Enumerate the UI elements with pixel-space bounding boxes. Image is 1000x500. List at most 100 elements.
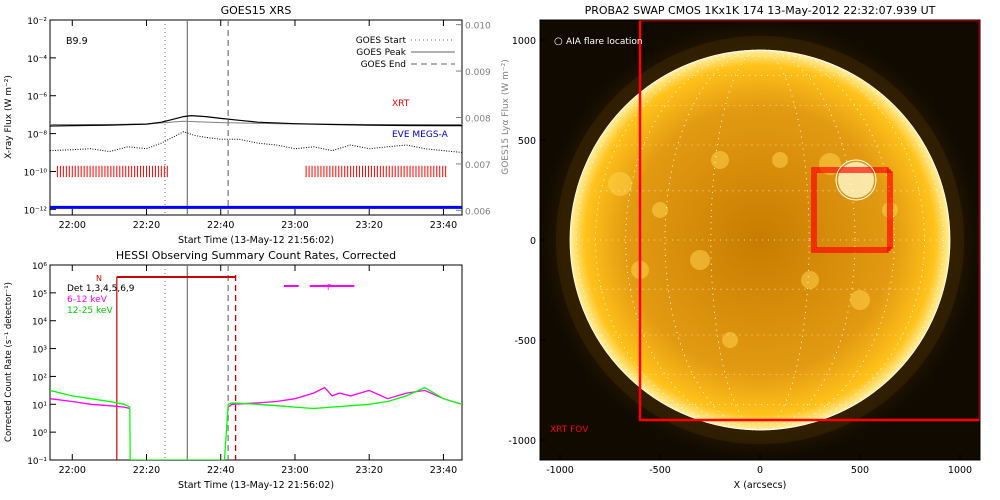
swap-x-tick-label: -1000 (546, 465, 574, 476)
hessi-x-tick-label: 22:20 (133, 465, 160, 476)
active-region (850, 290, 870, 310)
goes-y2-tick-label: 0.010 (465, 22, 491, 32)
swap-x-tick-label: 1000 (948, 465, 972, 476)
legend-12-25: 12-25 keV (67, 306, 113, 316)
active-region (801, 271, 819, 289)
sun-overlays (638, 20, 980, 422)
hessi-y-tick-label: 10² (32, 373, 47, 383)
hessi-plot-area (50, 265, 462, 460)
heliographic-grid (569, 49, 951, 431)
swap-y-tick-label: 0 (530, 236, 536, 247)
active-region (711, 151, 729, 169)
eve-series-label: EVE MEGS-A (392, 130, 449, 140)
active-region (722, 332, 738, 348)
goes-legend: GOES Start GOES Peak GOES End (356, 36, 455, 70)
series-6-12-kev (50, 398, 130, 410)
aia-flare-label: AIA flare location (566, 37, 643, 47)
active-region (608, 172, 632, 196)
hessi-y-ticks: 10⁶ 10⁵ 10⁴ 10³ 10² 10¹ 10⁰ 10⁻¹ (27, 262, 56, 467)
hessi-title: HESSI Observing Summary Count Rates, Cor… (116, 249, 396, 262)
hessi-y-tick-label: 10⁴ (32, 318, 47, 328)
goes-class-label: B9.9 (66, 36, 88, 47)
goes-x-tick-label: 22:20 (133, 220, 160, 231)
goes-title: GOES15 XRS (221, 4, 292, 17)
swap-x-tick-label: -500 (649, 465, 671, 476)
sun-image (540, 20, 980, 460)
legend-6-12: 6-12 keV (67, 295, 108, 305)
hessi-y-tick-label: 10⁵ (32, 290, 47, 300)
swap-xlabel: X (arcsecs) (734, 480, 787, 491)
swap-x-ticks: -1000 -500 0 500 1000 (546, 454, 972, 476)
goes-x-tick-label: 23:00 (281, 220, 308, 231)
goes-y-tick-label: 10⁻² (27, 17, 47, 27)
legend-goes-end: GOES End (361, 60, 406, 70)
sun-disk-group (556, 36, 964, 444)
goes-panel: GOES15 XRS 22:00 22:20 22:40 23:00 23:20 23:4… (4, 4, 511, 246)
swap-x-tick-label: 0 (757, 465, 763, 476)
legend-det: Det 1,3,4,5,6,9 (67, 284, 135, 294)
goes-y2-tick-label: 0.006 (465, 207, 491, 217)
aia-flare-marker: ○ (554, 36, 563, 47)
goes-ylabel: X-ray Flux (W m⁻²) (4, 75, 14, 159)
goes-x-tick-label: 23:20 (356, 220, 383, 231)
goes-y2-tick-label: 0.008 (465, 115, 491, 125)
swap-x-tick-label: 500 (851, 465, 869, 476)
goes-y-tick-label: 10⁻¹² (24, 206, 48, 216)
hessi-x-ticks: 22:00 22:20 22:40 23:00 23:20 23:40 (59, 265, 457, 476)
hessi-frame (49, 264, 463, 461)
hessi-x-tick-label: 22:40 (207, 465, 234, 476)
xrt-series-label: XRT (392, 99, 410, 109)
hessi-x-tick-label: 23:00 (281, 465, 308, 476)
longitude-line (664, 49, 856, 431)
hessi-flag-f: F (327, 283, 332, 292)
hessi-y-tick-label: 10¹ (32, 401, 47, 411)
longitude-line (625, 49, 895, 431)
hessi-panel: HESSI Observing Summary Count Rates, Cor… (4, 249, 463, 491)
goes-y-tick-label: 10⁻⁶ (27, 93, 47, 103)
xrt-fov-box (638, 20, 980, 422)
series-xrt (50, 114, 462, 127)
hessi-y-tick-label: 10⁶ (32, 262, 47, 272)
goes-y-tick-label: 10⁻⁸ (27, 131, 47, 141)
active-region (772, 152, 788, 168)
swap-y-tick-label: 500 (518, 136, 536, 147)
legend-goes-peak: GOES Peak (356, 48, 406, 58)
goes-x-tick-label: 22:00 (59, 220, 86, 231)
aia-flare-circle (835, 159, 877, 201)
sun-disk (570, 50, 950, 430)
goes-y2-tick-label: 0.007 (465, 161, 491, 171)
goes-x-tick-label: 23:40 (430, 220, 457, 231)
goes-y2-tick-label: 0.009 (465, 68, 491, 78)
legend-goes-start: GOES Start (356, 36, 407, 46)
goes-y-tick-label: 10⁻¹⁰ (24, 168, 48, 178)
swap-title: PROBA2 SWAP CMOS 1Kx1K 174 13-May-2012 2… (585, 4, 936, 17)
goes-y-tick-label: 10⁻⁴ (27, 55, 47, 65)
goes-x-tick-label: 22:40 (207, 220, 234, 231)
goes-xlabel: Start Time (13-May-12 21:56:02) (178, 235, 334, 246)
hessi-x-tick-label: 22:00 (59, 465, 86, 476)
goes-y-ticks: 10⁻² 10⁻⁴ 10⁻⁶ 10⁻⁸ 10⁻¹⁰ 10⁻¹² (24, 17, 56, 216)
swap-y-tick-label: 1000 (512, 36, 536, 47)
goes-plot-area (50, 20, 462, 215)
hessi-x-tick-label: 23:20 (356, 465, 383, 476)
xrt-fov-label: XRT FOV (550, 425, 589, 435)
swap-y-tick-label: -1000 (508, 436, 536, 447)
active-region (652, 202, 668, 218)
series-12-25-kev (50, 386, 462, 460)
limb-outline (569, 49, 951, 431)
swap-y-tick-label: -500 (514, 336, 536, 347)
hessi-legend: Det 1,3,4,5,6,9 6-12 keV 12-25 keV (67, 284, 135, 316)
goes-x-ticks: 22:00 22:20 22:40 23:00 23:20 23:40 (59, 20, 457, 231)
hessi-ylabel: Corrected Count Rate (s⁻¹ detector⁻¹) (4, 282, 14, 442)
flare-fov-box (815, 171, 893, 249)
active-region (690, 250, 710, 270)
hessi-flag-n: N (96, 274, 102, 283)
swap-y-ticks: 1000 500 0 -500 -1000 (508, 36, 546, 447)
goes-y2label: GOES15 Lyα Flux (W m⁻²) (501, 59, 511, 175)
hessi-y-tick-label: 10³ (32, 346, 47, 356)
flare-fov-box (811, 167, 889, 253)
hessi-y-tick-label: 10⁻¹ (27, 457, 47, 467)
flare-bright-region (838, 162, 874, 198)
hessi-x-tick-label: 23:40 (430, 465, 457, 476)
